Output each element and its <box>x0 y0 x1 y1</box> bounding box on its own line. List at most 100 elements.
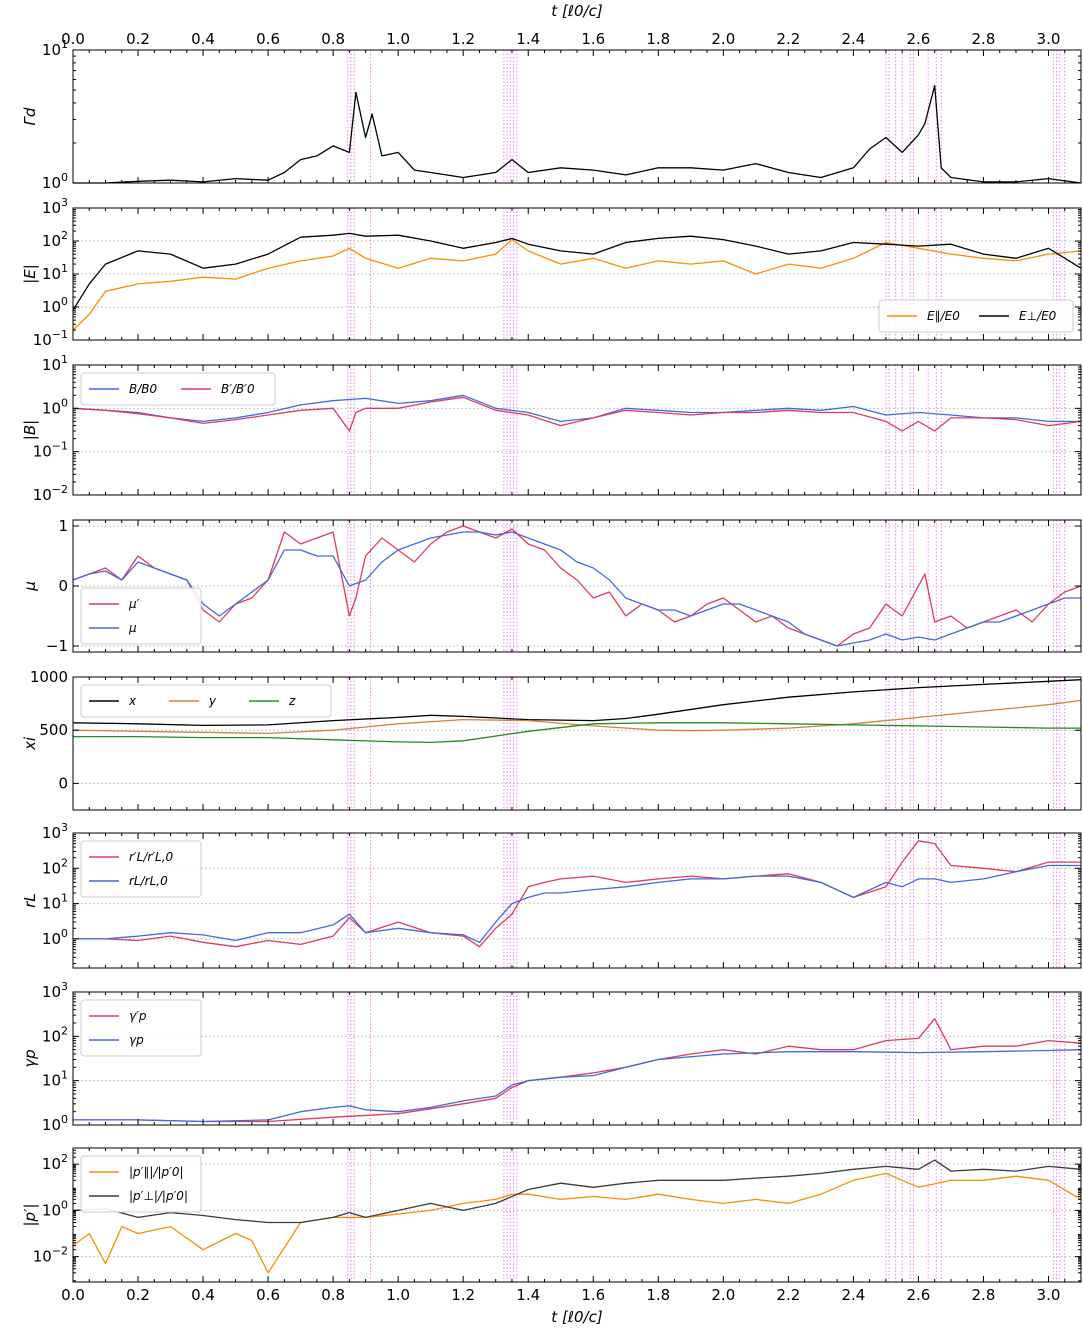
y-tick-label: 101 <box>42 892 68 913</box>
series-pperp <box>72 1159 1082 1224</box>
legend-box <box>80 684 332 718</box>
y-axis-label: Γd <box>21 107 39 125</box>
x-tick-label: 2.0 <box>711 1286 735 1304</box>
x-tick-label: 3.0 <box>1037 1286 1061 1304</box>
y-tick-label: 103 <box>42 196 68 217</box>
series-rl <box>73 864 1081 943</box>
panel-gamma_p: 100 101 102 103 γp γ′p γp <box>21 980 1082 1134</box>
legend-label-ppar: |p′∥|/|p′0| <box>129 1165 184 1179</box>
legend-box <box>80 1155 202 1213</box>
x-tick-label: 1.6 <box>581 30 605 48</box>
y-axis-label: xi <box>21 736 39 751</box>
y-tick-label: 10−2 <box>33 483 68 504</box>
series-bpb0 <box>72 396 1082 432</box>
axes-frame <box>72 49 1082 184</box>
x-tick-label: 1.8 <box>646 1286 670 1304</box>
x-tick-label: 2.6 <box>906 30 930 48</box>
x-tick-label: 0.2 <box>126 1286 150 1304</box>
y-tick-label: 100 <box>42 1113 68 1134</box>
x-tick-label: 1.4 <box>516 1286 540 1304</box>
panel-B: 10−2 10−1 100 101 |B| B/B0 B′/B′0 <box>21 353 1082 504</box>
legend: E∥/E0 E⊥/E0 <box>878 299 1074 333</box>
y-tick-label: 500 <box>39 721 68 739</box>
legend-label-mup: μ′ <box>128 597 140 611</box>
series-z <box>73 722 1081 744</box>
x-tick-label: 0.8 <box>321 1286 345 1304</box>
y-tick-label: 100 <box>42 396 68 417</box>
axes-frame <box>72 1147 1082 1283</box>
legend-label-gp: γp <box>129 1033 144 1047</box>
x-tick-label: 2.2 <box>776 1286 800 1304</box>
series-y <box>72 699 1082 735</box>
x-tick-label: 0.6 <box>256 30 280 48</box>
legend-box <box>80 840 202 898</box>
x-tick-label: 0.0 <box>61 30 85 48</box>
y-axis-label: |B| <box>21 420 39 440</box>
y-tick-label: 102 <box>42 1152 68 1173</box>
legend-label-rl: rL/rL,0 <box>129 874 168 888</box>
y-tick-label: 102 <box>42 229 68 250</box>
series-mu <box>72 531 1081 647</box>
y-tick-label: 101 <box>42 38 68 59</box>
x-tick-label: 2.0 <box>711 30 735 48</box>
panels: 0.0 0.2 0.4 0.6 0.8 1.0 1.2 1.4 1.6 1.8 2.0 2.2 2.4 2… <box>21 30 1082 1304</box>
legend-label-eperp: E⊥/E0 <box>1019 309 1057 323</box>
series-bb0 <box>72 394 1081 423</box>
y-tick-label: 103 <box>42 980 68 1001</box>
x-tick-label: 1.2 <box>451 30 475 48</box>
x-tick-label: 0.4 <box>191 1286 215 1304</box>
y-tick-label: 101 <box>42 262 68 283</box>
y-tick-label: 10−1 <box>33 440 68 461</box>
x-tick-label: 1.0 <box>386 1286 410 1304</box>
legend-label-gpp: γ′p <box>129 1009 147 1023</box>
y-tick-label: 0 <box>58 577 68 595</box>
legend-label-bpb0: B′/B′0 <box>221 382 255 396</box>
legend-label-x: x <box>128 694 137 708</box>
x-tick-label: 2.4 <box>841 30 865 48</box>
x-tick-label: 0.6 <box>256 1286 280 1304</box>
x-tick-label: 0.2 <box>126 30 150 48</box>
series-gd <box>73 84 1082 184</box>
bottom-axis-label: t [ℓ0/c] <box>551 1308 603 1326</box>
panel-xi: 0 500 1000 xi x y z <box>21 668 1082 811</box>
legend-label-mu: μ <box>128 621 137 635</box>
legend: B/B0 B′/B′0 <box>80 372 276 406</box>
y-axis-label: rL <box>21 893 39 908</box>
x-tick-label: 2.4 <box>841 1286 865 1304</box>
x-tick-label: 1.8 <box>646 30 670 48</box>
y-tick-label: 100 <box>42 171 68 192</box>
series-gp <box>73 1049 1082 1123</box>
y-tick-label: 1000 <box>30 668 68 686</box>
legend: |p′∥|/|p′0| |p′⊥|/|p′0| <box>80 1155 202 1213</box>
panel-p: 0.0 0.2 0.4 0.6 0.8 1.0 1.2 1.4 1.6 1.8 2.0 2.2 2.4 2… <box>21 1147 1082 1304</box>
y-tick-label: 102 <box>42 1024 68 1045</box>
y-axis-label: μ <box>21 581 39 592</box>
x-tick-label: 1.4 <box>516 30 540 48</box>
series-x <box>72 679 1082 727</box>
x-tick-label: 0.4 <box>191 30 215 48</box>
y-tick-label: 100 <box>42 295 68 316</box>
legend-box <box>80 587 202 645</box>
panel-mu: −1 0 1 μ μ′ μ <box>21 517 1082 655</box>
x-tick-label: 1.6 <box>581 1286 605 1304</box>
x-tick-label: 2.8 <box>972 30 996 48</box>
x-tick-label: 1.0 <box>386 30 410 48</box>
y-tick-label: 10−2 <box>33 1245 68 1266</box>
y-tick-label: −1 <box>46 637 68 655</box>
series-rlp <box>73 840 1081 948</box>
panel-gamma_d: 0.0 0.2 0.4 0.6 0.8 1.0 1.2 1.4 1.6 1.8 2.0 2.2 2.4 2… <box>21 30 1082 192</box>
series-mup <box>72 525 1082 647</box>
legend: μ′ μ <box>80 587 202 645</box>
y-axis-label: |p′| <box>21 1203 39 1226</box>
top-axis-label: t [ℓ0/c] <box>551 2 603 20</box>
y-tick-label: 100 <box>42 1198 68 1219</box>
series-gpp <box>73 1018 1082 1123</box>
legend-label-pperp: |p′⊥|/|p′0| <box>129 1189 188 1203</box>
y-tick-label: 10−1 <box>33 328 68 349</box>
legend-box <box>80 372 276 406</box>
x-tick-label: 2.8 <box>972 1286 996 1304</box>
x-tick-label: 2.2 <box>776 30 800 48</box>
y-axis-label: γp <box>21 1049 39 1067</box>
x-tick-label: 2.6 <box>906 1286 930 1304</box>
axes-frame <box>72 991 1082 1126</box>
